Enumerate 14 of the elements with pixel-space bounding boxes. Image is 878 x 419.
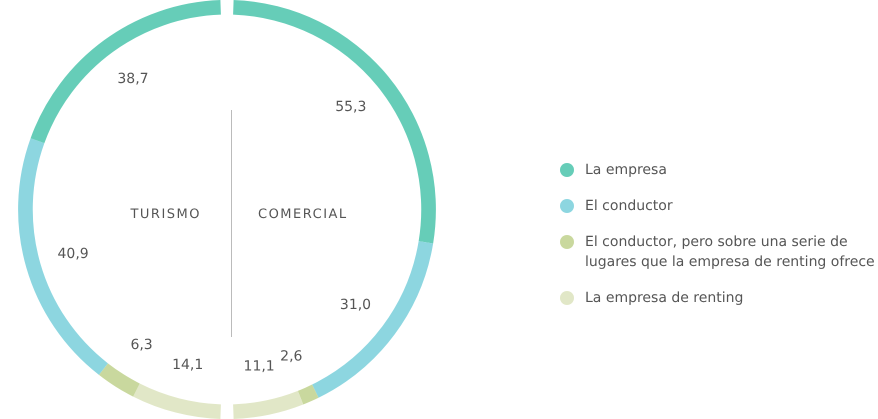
- data-label: 14,1: [172, 357, 204, 374]
- data-label: 6,3: [130, 337, 153, 354]
- legend-label: El conductor, pero sobre una serie de lugares que la empresa de renting ofrece: [585, 233, 876, 272]
- data-label: 11,1: [244, 358, 275, 375]
- data-label: 40,9: [57, 246, 89, 262]
- data-label: 55,3: [335, 99, 366, 116]
- text: COMERCIAL: [258, 207, 348, 222]
- legend-label: La empresa: [585, 161, 667, 180]
- data-label: 31,0: [340, 297, 372, 314]
- legend-label: La empresa de renting: [585, 289, 744, 308]
- text: TURISMO: [130, 207, 201, 222]
- legend-label: El conductor: [585, 197, 673, 216]
- data-label: 2,6: [280, 348, 303, 364]
- data-label: 38,7: [117, 71, 149, 88]
